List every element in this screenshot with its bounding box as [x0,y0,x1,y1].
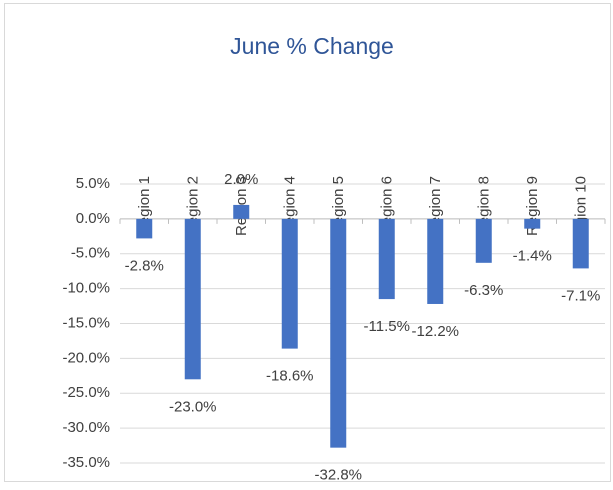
y-tick-label: -15.0% [62,314,110,331]
data-label: -1.4% [513,248,552,265]
bar [184,218,201,380]
bar [330,218,347,448]
y-tick-label: -30.0% [62,419,110,436]
bar [524,218,541,229]
data-label: 2.0% [224,171,258,188]
data-label: -23.0% [169,398,217,415]
chart-title: June % Change [230,33,394,59]
y-tick-label: 0.0% [76,210,110,227]
data-label: -6.3% [464,282,503,299]
bar [475,218,492,263]
y-tick-label: -20.0% [62,349,110,366]
bar [233,204,250,219]
y-tick-label: -25.0% [62,384,110,401]
y-tick-label: -10.0% [62,280,110,297]
bar [136,218,153,239]
chart-frame [4,3,611,482]
data-label: -2.8% [125,257,164,274]
y-tick-label: -35.0% [62,454,110,471]
bar [427,218,444,304]
data-label: -11.5% [364,318,410,335]
bar [378,218,395,300]
bar [281,218,298,349]
data-label: -7.1% [561,287,600,304]
data-label: -32.8% [314,467,362,484]
bar [572,218,589,269]
data-label: -18.6% [266,368,314,385]
data-label: -12.2% [411,323,459,340]
y-tick-label: -5.0% [71,245,110,262]
y-tick-label: 5.0% [76,175,110,192]
